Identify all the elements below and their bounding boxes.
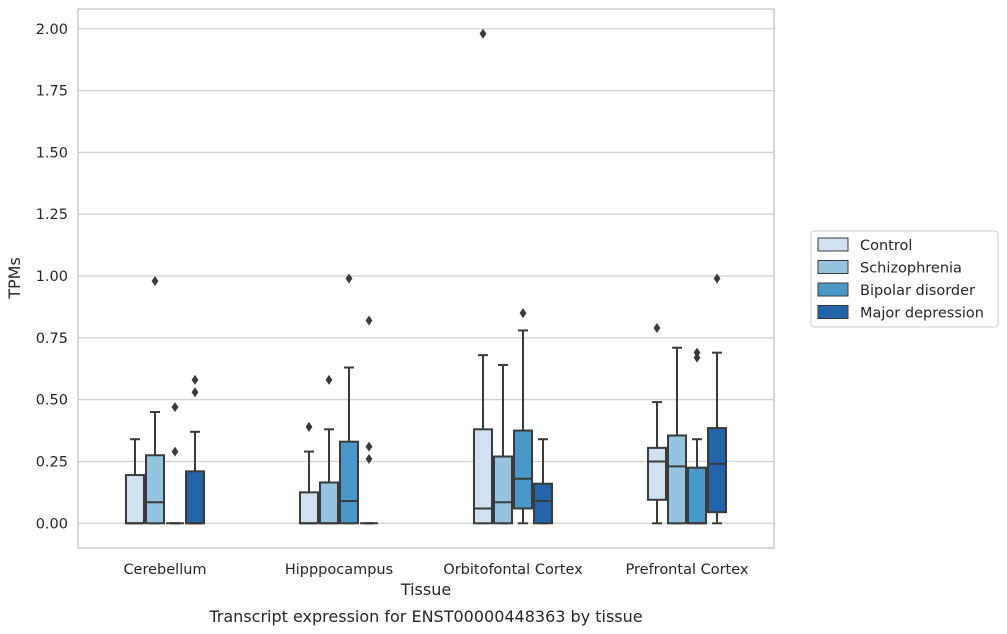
box-body (646, 446, 667, 501)
y-axis-label: TPMs (5, 257, 24, 300)
outlier-point (479, 28, 487, 39)
outlier-point (713, 273, 721, 284)
legend-label: Major depression (860, 306, 984, 322)
legend-swatch (817, 237, 849, 252)
box-body (318, 481, 339, 525)
x-tick-label: Cerebellum (123, 562, 206, 578)
box-body (533, 482, 554, 525)
box-0-1 (144, 275, 166, 525)
box-body (707, 427, 728, 514)
y-tick-label: 1.75 (36, 84, 68, 100)
outlier-point (653, 322, 661, 333)
y-tick-label: 0.75 (36, 331, 68, 347)
legend-label: Control (860, 238, 912, 254)
box-1-0 (298, 421, 319, 525)
chart-caption: Transcript expression for ENST0000044836… (208, 607, 642, 626)
box-body (298, 491, 319, 525)
y-tick-label: 0.50 (36, 393, 68, 409)
y-tick-label: 1.50 (36, 145, 68, 161)
y-tick-labels: 0.00 0.25 0.50 0.75 1.00 1.25 1.50 1.75 2.00 (36, 22, 68, 532)
box-0-3 (185, 374, 206, 525)
box-2-1 (492, 364, 513, 525)
box-3-2 (687, 347, 708, 525)
legend-label: Schizophrenia (860, 261, 962, 277)
outlier-point (693, 347, 701, 358)
outlier-point (171, 446, 179, 457)
box-3-0 (646, 322, 667, 525)
box-2-2 (513, 308, 534, 525)
box-body (666, 434, 687, 525)
box-1-1 (318, 374, 339, 525)
legend-swatch (817, 305, 849, 319)
box-body (513, 429, 534, 510)
outlier-point (191, 387, 199, 398)
legend-label: Bipolar disorder (860, 283, 975, 299)
box-layer (124, 28, 728, 525)
outlier-point (151, 275, 159, 286)
outlier-point (365, 453, 373, 464)
outlier-point (171, 402, 179, 413)
box-0-0 (124, 438, 145, 525)
y-tick-label: 2.00 (36, 22, 68, 38)
box-2-0 (472, 28, 493, 525)
box-body (144, 454, 166, 525)
outlier-point (365, 441, 373, 452)
box-body (124, 474, 145, 525)
grid-layer (78, 28, 774, 524)
box-body (185, 470, 206, 525)
plot-frame (77, 8, 775, 549)
box-3-1 (666, 346, 687, 525)
y-tick-label: 1.00 (36, 269, 68, 285)
legend-swatch (817, 260, 849, 274)
box-3-3 (707, 273, 728, 525)
box-body (687, 466, 708, 525)
legend-frame (810, 230, 999, 328)
box-1-3 (360, 315, 379, 525)
x-tick-label: Orbitofontal Cortex (443, 562, 583, 578)
outlier-point (191, 374, 199, 385)
outlier-point (365, 315, 373, 326)
legend-items: Control Schizophrenia Bipolar disorder Majo… (817, 237, 984, 322)
x-tick-label: Hipppocampus (285, 562, 393, 578)
x-tick-label: Prefrontal Cortex (626, 562, 749, 578)
box-2-3 (533, 438, 554, 525)
y-tick-label: 1.25 (36, 207, 68, 223)
legend: Control Schizophrenia Bipolar disorder Majo… (810, 230, 999, 328)
legend-swatch (817, 282, 849, 297)
outlier-point (345, 273, 353, 284)
outlier-point (325, 374, 333, 385)
x-tick-labels: Cerebellum Hipppocampus Orbitofontal Corte… (123, 562, 748, 578)
box-1-2 (339, 273, 360, 525)
box-0-2 (166, 402, 185, 525)
outlier-point (519, 308, 527, 319)
y-tick-label: 0.00 (36, 516, 68, 532)
box-body (339, 440, 360, 525)
box-body (492, 455, 513, 525)
outlier-point (305, 421, 313, 432)
box-body (472, 428, 493, 525)
y-tick-label: 0.25 (36, 454, 68, 470)
x-axis-label: Tissue (400, 580, 451, 599)
